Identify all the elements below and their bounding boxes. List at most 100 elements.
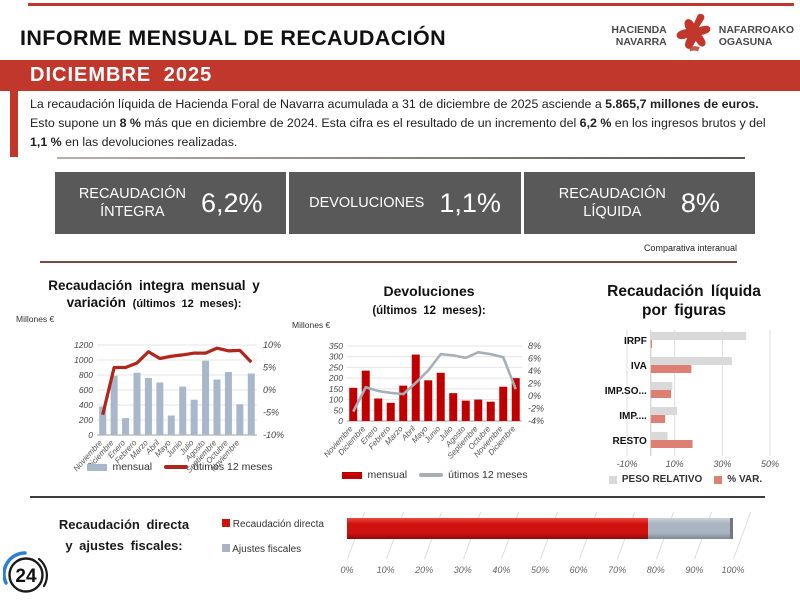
y-axis-right-tick: 4% [528,366,541,376]
bar-peso-relativo [650,332,747,340]
y-axis-tick: 0 [338,416,343,426]
chart2-legend: mensual útimos 12 meses [320,469,550,481]
logo-text-hacienda: HACIENDA NAVARRA [611,23,667,48]
x-axis-label: 30% [713,459,731,469]
chart3-hbar: -10% 10% 30% 50% IRPF IVA IMP.SO... IMP.... REST… [605,330,779,469]
metric-label: DEVOLUCIONES [309,194,425,211]
bar-var [650,340,653,348]
metric-label: RECAUDACIÓN LÍQUIDA [558,185,666,220]
y-axis-tick: 0 [88,430,93,440]
y-axis-right-tick: 2% [527,379,541,389]
bar [424,380,433,421]
bar [179,386,187,435]
bar [167,415,175,435]
metric-value: 1,1% [439,187,501,218]
y-axis-tick: 600 [79,385,93,395]
metric-box-recaudacion-integra: RECAUDACIÓN ÍNTEGRA 6,2% [55,172,287,234]
page-title: INFORME MENSUAL DE RECAUDACIÓN [20,26,447,50]
bar [224,372,232,435]
category-label: IVA [631,361,647,372]
x-axis-tick: 80% [646,565,665,575]
y-axis-tick: 400 [79,400,93,410]
bar-var [650,390,672,398]
y-axis-tick: 200 [78,415,93,425]
bar [449,393,458,421]
bar [202,360,210,435]
stacked-bar [347,518,733,539]
bar [122,418,130,435]
bar [461,400,470,421]
bar [374,398,383,421]
chart1-title: Recaudación integra mensual y variación … [48,278,260,310]
y-axis-right-tick: -2% [528,404,544,414]
x-axis-tick: 10% [376,565,395,575]
line-series [352,350,517,413]
stacked-segment-ajustes-fiscales [648,518,733,539]
month-banner: DICIEMBRE 2025 [0,60,800,91]
chart3-legend: PESO RELATIVO % VAR. [583,474,788,485]
metric-value: 6,2% [200,187,263,218]
logo-text-nafarroako: NAFARROAKO OGASUNA [718,23,794,48]
chart1-legend: mensual útimos 12 meses [60,461,300,473]
y-axis-tick: 300 [329,352,343,362]
legend-swatch [608,475,617,484]
legend-item: útimos 12 meses [419,469,528,481]
bar [156,382,164,435]
y-axis-right-tick: -5% [263,408,279,418]
intro-accent-bar [10,91,18,157]
gridline [733,512,752,559]
category-label: IMP.... [619,411,647,422]
y-axis-right-tick: 0% [263,385,276,395]
y-axis-tick: 1200 [74,340,93,350]
chart3-title: Recaudación líquida por figuras [607,283,761,320]
chart1-unit-label: Millones € [16,314,55,324]
x-axis-tick: 0% [340,565,354,575]
navarra-emblem-icon [676,13,711,52]
bar [399,385,408,421]
y-axis-right-tick: -10% [263,430,284,440]
bar [213,379,221,435]
bar [99,406,107,435]
badge-24-icon: 24 [3,551,48,593]
y-axis-tick: 200 [328,373,343,383]
x-axis-tick: 50% [530,565,549,575]
hacienda-navarra-logo: HACIENDA NAVARRA NAFARROAKO OGASUNA [576,12,794,60]
bar [486,401,495,421]
bar-var [650,440,693,448]
intro-paragraph: La recaudación líquida de Hacienda Foral… [30,97,766,149]
x-axis-tick: 90% [685,565,704,575]
x-axis-label: 50% [761,459,779,469]
bar-var [650,415,666,423]
legend-swatch [714,475,723,484]
bottom-chart-title: Recaudación directa y ajustes fiscales: [58,517,190,553]
legend-swatch [164,465,189,469]
bar [411,354,420,421]
bar [236,404,244,435]
legend-swatch [342,471,363,479]
separator-line-dark [30,496,765,498]
bar [436,372,445,421]
category-label: IMP.SO... [605,386,647,397]
y-axis-right-tick: 10% [263,340,281,350]
bar-peso-relativo [650,432,668,440]
metric-value: 8% [680,187,720,218]
bar [499,386,508,421]
y-axis-tick: 50 [334,405,344,415]
bar-peso-relativo [650,357,732,365]
bar [190,399,198,435]
legend-swatch [222,544,230,552]
category-label: IRPF [624,336,647,347]
x-axis-tick: 30% [453,565,472,575]
bar-peso-relativo [650,407,678,415]
y-axis-tick: 350 [329,341,343,351]
bar [511,378,520,421]
chart2-title: Devoluciones (últimos 12 meses): [372,283,486,317]
bar [349,387,358,421]
legend-item: útimos 12 meses [164,461,273,473]
bar [133,372,141,435]
separator-line [57,157,745,159]
bar [386,402,395,421]
bottom-legend-item-2: Ajustes fiscales [222,544,352,555]
bar [110,375,118,435]
